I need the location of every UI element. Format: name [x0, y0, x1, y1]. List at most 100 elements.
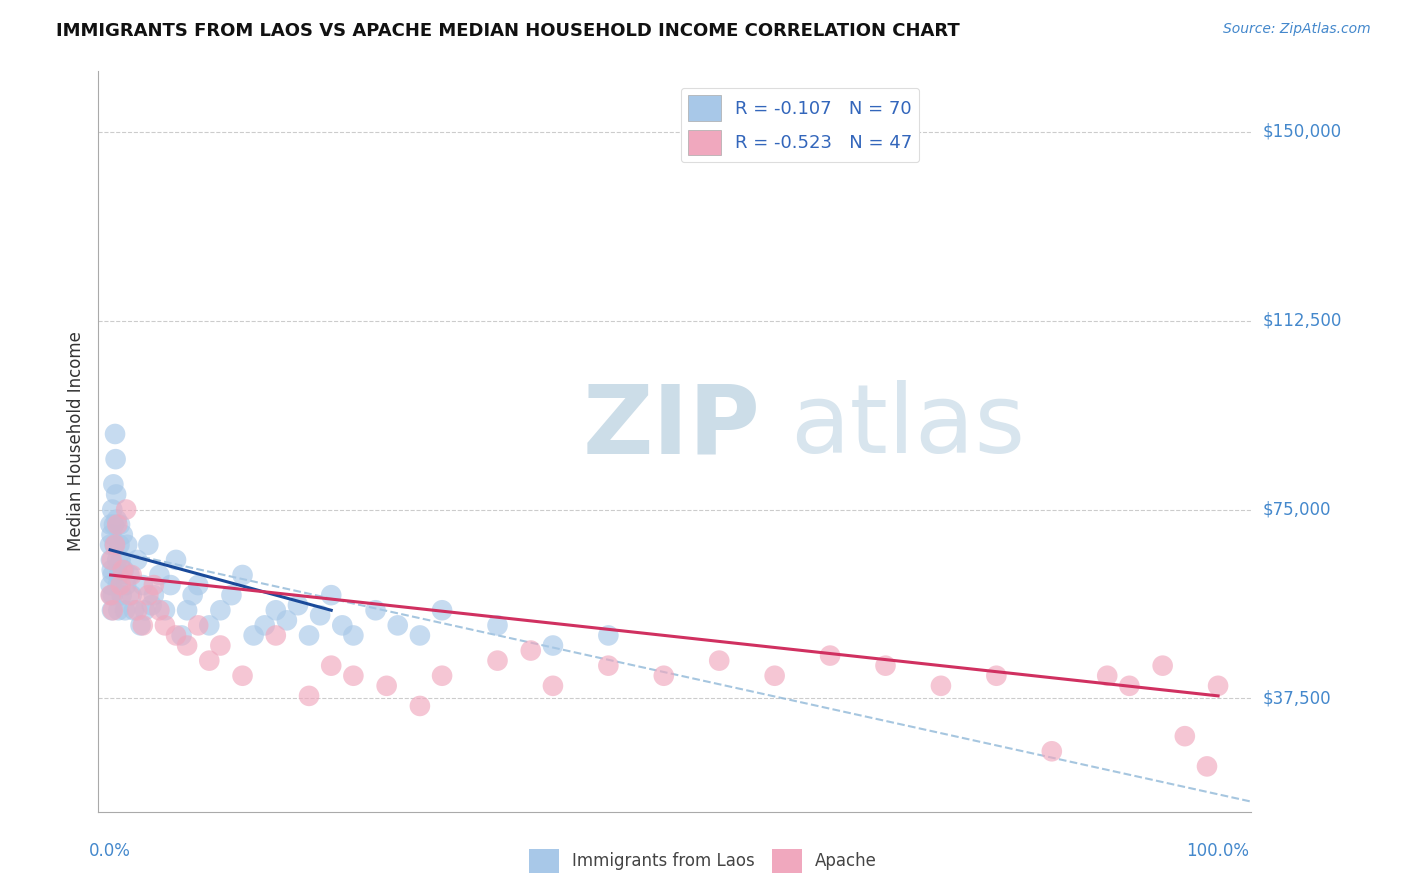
Point: [142, 588, 165, 602]
Point: [253, 618, 276, 632]
Point: [104, 452, 127, 467]
Point: [153, 618, 176, 632]
Point: [818, 648, 841, 663]
Point: [231, 568, 254, 582]
Point: [101, 603, 124, 617]
Point: [101, 502, 124, 516]
Legend: Immigrants from Laos, Apache: Immigrants from Laos, Apache: [523, 842, 883, 880]
Point: [430, 669, 453, 683]
Point: [486, 654, 509, 668]
Point: [486, 618, 509, 632]
Point: [107, 578, 129, 592]
Point: [148, 568, 170, 582]
Point: [127, 603, 149, 617]
Point: [111, 563, 134, 577]
Point: [142, 578, 165, 592]
Text: ZIP: ZIP: [582, 380, 761, 474]
Point: [101, 588, 124, 602]
Point: [105, 513, 128, 527]
Point: [100, 578, 122, 592]
Point: [148, 603, 170, 617]
Point: [165, 628, 187, 642]
Point: [1118, 679, 1140, 693]
Point: [342, 669, 364, 683]
Point: [104, 538, 127, 552]
Point: [409, 698, 432, 713]
Point: [127, 553, 149, 567]
Point: [1097, 669, 1119, 683]
Point: [209, 639, 232, 653]
Point: [986, 669, 1008, 683]
Point: [221, 588, 243, 602]
Point: [541, 679, 564, 693]
Point: [110, 578, 132, 592]
Point: [100, 563, 122, 577]
Point: [209, 603, 232, 617]
Point: [181, 588, 204, 602]
Point: [276, 613, 298, 627]
Point: [309, 608, 332, 623]
Point: [298, 628, 321, 642]
Point: [1174, 729, 1197, 743]
Point: [387, 618, 409, 632]
Point: [136, 588, 159, 602]
Point: [105, 553, 128, 567]
Text: 100.0%: 100.0%: [1187, 842, 1250, 860]
Point: [129, 618, 152, 632]
Point: [108, 538, 131, 552]
Point: [264, 603, 287, 617]
Point: [103, 477, 125, 491]
Point: [176, 603, 198, 617]
Point: [100, 553, 122, 567]
Text: atlas: atlas: [790, 380, 1025, 474]
Point: [652, 669, 675, 683]
Point: [141, 599, 163, 613]
Point: [541, 639, 564, 653]
Point: [136, 538, 159, 552]
Text: $112,500: $112,500: [1263, 311, 1341, 330]
Point: [115, 502, 138, 516]
Point: [430, 603, 453, 617]
Point: [98, 538, 121, 552]
Text: $37,500: $37,500: [1263, 690, 1331, 707]
Point: [100, 588, 122, 602]
Point: [375, 679, 398, 693]
Point: [929, 679, 952, 693]
Point: [1040, 744, 1063, 758]
Point: [231, 669, 254, 683]
Point: [198, 654, 221, 668]
Point: [170, 628, 193, 642]
Text: IMMIGRANTS FROM LAOS VS APACHE MEDIAN HOUSEHOLD INCOME CORRELATION CHART: IMMIGRANTS FROM LAOS VS APACHE MEDIAN HO…: [56, 22, 960, 40]
Point: [121, 588, 143, 602]
Point: [100, 588, 122, 602]
Text: Source: ZipAtlas.com: Source: ZipAtlas.com: [1223, 22, 1371, 37]
Point: [103, 517, 125, 532]
Point: [520, 643, 543, 657]
Point: [108, 568, 131, 582]
Point: [122, 603, 145, 617]
Point: [875, 658, 897, 673]
Point: [342, 628, 364, 642]
Point: [287, 599, 309, 613]
Point: [321, 658, 343, 673]
Point: [409, 628, 432, 642]
Point: [198, 618, 221, 632]
Point: [101, 603, 124, 617]
Legend: R = -0.107   N = 70, R = -0.523   N = 47: R = -0.107 N = 70, R = -0.523 N = 47: [681, 87, 920, 162]
Point: [115, 578, 138, 592]
Point: [105, 517, 128, 532]
Point: [100, 527, 122, 541]
Point: [103, 538, 125, 552]
Point: [111, 588, 134, 602]
Point: [118, 588, 141, 602]
Point: [100, 553, 122, 567]
Point: [100, 517, 122, 532]
Point: [1152, 658, 1174, 673]
Point: [1195, 759, 1218, 773]
Point: [134, 603, 156, 617]
Text: $150,000: $150,000: [1263, 123, 1341, 141]
Point: [107, 603, 129, 617]
Point: [165, 553, 187, 567]
Point: [112, 563, 135, 577]
Point: [104, 427, 127, 442]
